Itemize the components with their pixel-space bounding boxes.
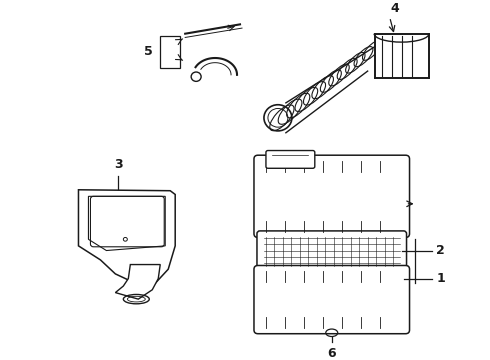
Text: 1: 1 xyxy=(437,272,445,285)
FancyBboxPatch shape xyxy=(257,231,407,272)
FancyBboxPatch shape xyxy=(266,150,315,168)
Polygon shape xyxy=(375,34,429,78)
Text: 6: 6 xyxy=(327,347,336,360)
FancyBboxPatch shape xyxy=(254,155,410,238)
Text: 5: 5 xyxy=(144,45,152,58)
Text: 4: 4 xyxy=(390,2,399,15)
Polygon shape xyxy=(78,190,175,283)
FancyBboxPatch shape xyxy=(254,265,410,334)
Polygon shape xyxy=(115,265,160,299)
Polygon shape xyxy=(89,196,165,251)
Text: 3: 3 xyxy=(114,158,122,171)
Text: 2: 2 xyxy=(437,244,445,257)
